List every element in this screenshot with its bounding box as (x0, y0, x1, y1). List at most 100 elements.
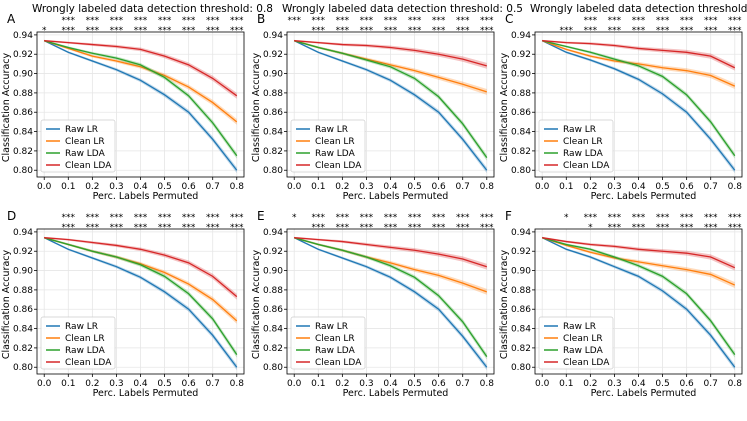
panel-label: E (257, 209, 265, 223)
significance-row1: *** (86, 16, 100, 26)
y-tick-label: 0.94 (263, 31, 283, 41)
x-tick-label: 0.5 (655, 182, 669, 192)
legend-label-raw-lr: Raw LR (563, 125, 596, 135)
y-tick-label: 0.94 (511, 31, 531, 41)
y-tick-label: 0.92 (13, 247, 33, 257)
significance-row1: *** (312, 213, 326, 223)
y-tick-label: 0.92 (263, 247, 283, 257)
y-tick-label: 0.84 (511, 325, 531, 335)
x-tick-label: 0.1 (311, 379, 325, 389)
y-tick-label: 0.90 (13, 70, 33, 80)
significance-row1: *** (432, 16, 446, 26)
significance-row1: *** (182, 213, 196, 223)
panel-label: B (257, 12, 265, 26)
y-tick-label: 0.82 (263, 344, 283, 354)
panel-d: 0.0 0.1 0.2 0.3 0.4 0.5 0.6 0.7 0.8 0.80 0.82 0.84 0… (1, 209, 245, 399)
significance-row2: *** (408, 26, 422, 36)
x-tick-label: 0.3 (607, 379, 621, 389)
legend-label-raw-lda: Raw LDA (563, 346, 604, 356)
x-tick-label: 0.8 (480, 182, 495, 192)
significance-row2: *** (480, 223, 494, 233)
significance-row1: * (564, 213, 569, 223)
x-tick-label: 0.4 (631, 182, 646, 192)
significance-row2: *** (704, 26, 718, 36)
significance-row2: *** (384, 26, 398, 36)
significance-row1: *** (312, 16, 326, 26)
y-tick-label: 0.82 (13, 147, 33, 157)
significance-row1: *** (360, 16, 374, 26)
significance-row2: *** (62, 26, 76, 36)
significance-row2: *** (456, 26, 470, 36)
y-axis-label: Classification Accuracy (1, 249, 12, 359)
significance-row1: *** (632, 16, 646, 26)
significance-row2: *** (312, 223, 326, 233)
significance-row1: *** (182, 16, 196, 26)
band-clean-lda (542, 39, 735, 71)
significance-row1: * (292, 213, 297, 223)
significance-row1: *** (608, 16, 622, 26)
x-tick-label: 0.1 (61, 182, 75, 192)
significance-row2: *** (360, 223, 374, 233)
x-tick-label: 0.1 (559, 379, 573, 389)
line-raw-lr (541, 40, 736, 171)
x-tick-label: 0.0 (287, 379, 302, 389)
significance-row1: *** (360, 213, 374, 223)
y-tick-label: 0.80 (13, 363, 33, 373)
y-tick-label: 0.84 (263, 325, 283, 335)
panel-e: 0.0 0.1 0.2 0.3 0.4 0.5 0.6 0.7 0.8 0.80 0.82 0.84 0… (251, 209, 495, 399)
legend-label-clean-lda: Clean LDA (315, 358, 362, 368)
significance-row2: *** (456, 223, 470, 233)
x-tick-label: 0.0 (535, 182, 550, 192)
x-tick-label: 0.4 (133, 379, 148, 389)
significance-row1: *** (230, 16, 244, 26)
y-tick-label: 0.88 (13, 89, 33, 99)
x-tick-label: 0.5 (655, 379, 669, 389)
significance-row2: *** (728, 223, 742, 233)
y-tick-label: 0.86 (511, 305, 531, 315)
significance-row1: *** (206, 213, 220, 223)
significance-row1: *** (456, 213, 470, 223)
line-raw-lda (294, 40, 488, 159)
significance-row1: *** (408, 213, 422, 223)
significance-row1: *** (384, 16, 398, 26)
significance-row1: *** (336, 16, 350, 26)
y-tick-label: 0.82 (13, 344, 33, 354)
band-clean-lda (44, 39, 237, 99)
legend-box (290, 316, 366, 370)
x-tick-label: 0.2 (335, 379, 349, 389)
x-tick-label: 0.5 (407, 182, 421, 192)
legend-label-clean-lr: Clean LR (563, 137, 603, 147)
x-tick-label: 0.7 (456, 182, 470, 192)
x-tick-label: 0.8 (230, 182, 245, 192)
significance-row2: *** (206, 26, 220, 36)
significance-row2: *** (608, 26, 622, 36)
line-raw-lda (294, 237, 488, 357)
significance-row2: *** (656, 26, 670, 36)
significance-row1: *** (86, 213, 100, 223)
significance-row1: *** (287, 16, 301, 26)
y-tick-label: 0.90 (263, 267, 283, 277)
x-tick-label: 0.4 (383, 182, 398, 192)
x-tick-label: 0.8 (728, 182, 743, 192)
x-tick-label: 0.8 (230, 379, 245, 389)
line-clean-lr (542, 237, 736, 286)
panel-title: Wrongly labeled data detection threshold… (530, 3, 747, 15)
significance-row2: *** (728, 26, 742, 36)
x-tick-label: 0.0 (37, 379, 52, 389)
significance-row2: *** (384, 223, 398, 233)
y-tick-label: 0.80 (263, 363, 283, 373)
x-tick-label: 0.3 (359, 182, 373, 192)
legend-label-raw-lr: Raw LR (315, 322, 348, 332)
x-tick-label: 0.6 (679, 182, 694, 192)
y-tick-label: 0.84 (13, 128, 33, 138)
legend-label-raw-lda: Raw LDA (65, 346, 106, 356)
line-clean-lda (294, 237, 487, 268)
y-tick-label: 0.90 (511, 70, 531, 80)
x-tick-label: 0.7 (704, 379, 718, 389)
significance-row2: *** (680, 223, 694, 233)
legend-box (290, 119, 366, 173)
y-axis-label: Classification Accuracy (499, 52, 510, 162)
y-tick-label: 0.92 (263, 50, 283, 60)
y-tick-label: 0.86 (13, 108, 33, 118)
